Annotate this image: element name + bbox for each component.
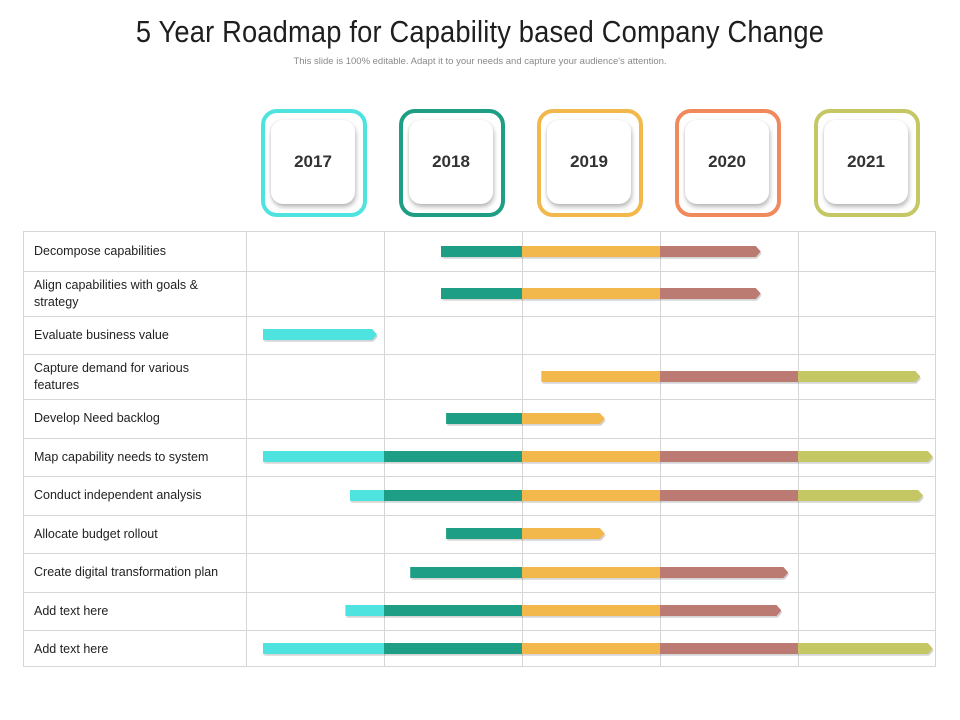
task-bar: [350, 490, 924, 501]
year-label: 2017: [271, 120, 355, 204]
bar-segment-2021: [798, 451, 933, 462]
bar-segment-2020: [660, 288, 761, 299]
task-bar: [345, 605, 781, 616]
bar-segment-2020: [660, 605, 781, 616]
row-divider: [24, 399, 935, 400]
row-divider: [24, 438, 935, 439]
bar-segment-2019: [522, 605, 660, 616]
task-bar: [410, 567, 788, 578]
row-divider: [24, 630, 935, 631]
bar-segment-2019: [522, 528, 605, 539]
bar-segment-2021: [798, 490, 923, 501]
bar-segment-2018: [410, 567, 522, 578]
task-label: Capture demand for various features: [34, 360, 189, 392]
column-divider: [522, 232, 523, 666]
task-bar: [446, 413, 605, 424]
task-label: Map capability needs to system: [34, 449, 209, 464]
bar-segment-2020: [660, 490, 798, 501]
bar-segment-2019: [522, 567, 660, 578]
bar-segment-2020: [660, 567, 788, 578]
bar-segment-2020: [660, 371, 798, 382]
task-bar: [541, 371, 920, 382]
bar-segment-2018: [384, 451, 522, 462]
task-label: Develop Need backlog: [34, 411, 160, 425]
row-divider: [24, 316, 935, 317]
year-card-2018: 2018: [399, 109, 505, 217]
roadmap-grid: Decompose capabilities Align capabilities…: [23, 231, 936, 667]
row-divider: [24, 476, 935, 477]
task-bar: [263, 643, 933, 654]
task-label: Create digital transformation plan: [34, 565, 219, 579]
row-divider: [24, 553, 935, 554]
bar-segment-2019: [522, 451, 660, 462]
year-card-2021: 2021: [814, 109, 920, 217]
year-label: 2018: [409, 120, 493, 204]
bar-segment-2020: [660, 451, 798, 462]
year-label: 2020: [685, 120, 769, 204]
bar-segment-2019: [541, 371, 660, 382]
task-label: Evaluate business value: [34, 327, 169, 342]
task-label: Decompose capabilities: [34, 244, 167, 258]
task-label: Add text here: [34, 603, 109, 618]
bar-segment-2017: [263, 451, 384, 462]
column-divider: [660, 232, 661, 666]
column-divider: [246, 232, 247, 666]
bar-segment-2017: [345, 605, 384, 616]
bar-segment-2019: [522, 413, 605, 424]
bar-segment-2017: [263, 643, 384, 654]
task-bar: [441, 288, 761, 299]
bar-segment-2018: [384, 643, 522, 654]
year-label: 2019: [547, 120, 631, 204]
task-bar: [446, 528, 605, 539]
bar-segment-2019: [522, 246, 660, 257]
task-label: Conduct independent analysis: [34, 488, 202, 502]
bar-segment-2021: [798, 643, 933, 654]
bar-segment-2020: [660, 246, 761, 257]
year-card-2020: 2020: [675, 109, 781, 217]
bar-segment-2018: [446, 528, 522, 539]
row-divider: [24, 515, 935, 516]
task-label: Allocate budget rollout: [34, 526, 158, 541]
bar-segment-2018: [441, 246, 522, 257]
page-title: 5 Year Roadmap for Capability based Comp…: [135, 14, 825, 49]
bar-segment-2020: [660, 643, 798, 654]
bar-segment-2019: [522, 288, 660, 299]
bar-segment-2018: [384, 490, 522, 501]
column-divider: [384, 232, 385, 666]
row-divider: [24, 354, 935, 355]
year-card-2019: 2019: [537, 109, 643, 217]
bar-segment-2018: [384, 605, 522, 616]
task-label: Align capabilities with goals & strategy: [34, 277, 198, 309]
task-bar: [263, 329, 378, 340]
row-divider: [24, 271, 935, 272]
column-divider: [798, 232, 799, 666]
bar-segment-2018: [441, 288, 522, 299]
bar-segment-2017: [350, 490, 385, 501]
bar-segment-2019: [522, 490, 660, 501]
task-label: Add text here: [34, 641, 109, 656]
task-bar: [441, 246, 761, 257]
year-card-2017: 2017: [261, 109, 367, 217]
bar-segment-2021: [798, 371, 920, 382]
page-subtitle: This slide is 100% editable. Adapt it to…: [293, 56, 667, 67]
bar-segment-2018: [446, 413, 522, 424]
year-label: 2021: [824, 120, 908, 204]
row-divider: [24, 592, 935, 593]
bar-segment-2017: [263, 329, 378, 340]
task-bar: [263, 451, 933, 462]
bar-segment-2019: [522, 643, 660, 654]
